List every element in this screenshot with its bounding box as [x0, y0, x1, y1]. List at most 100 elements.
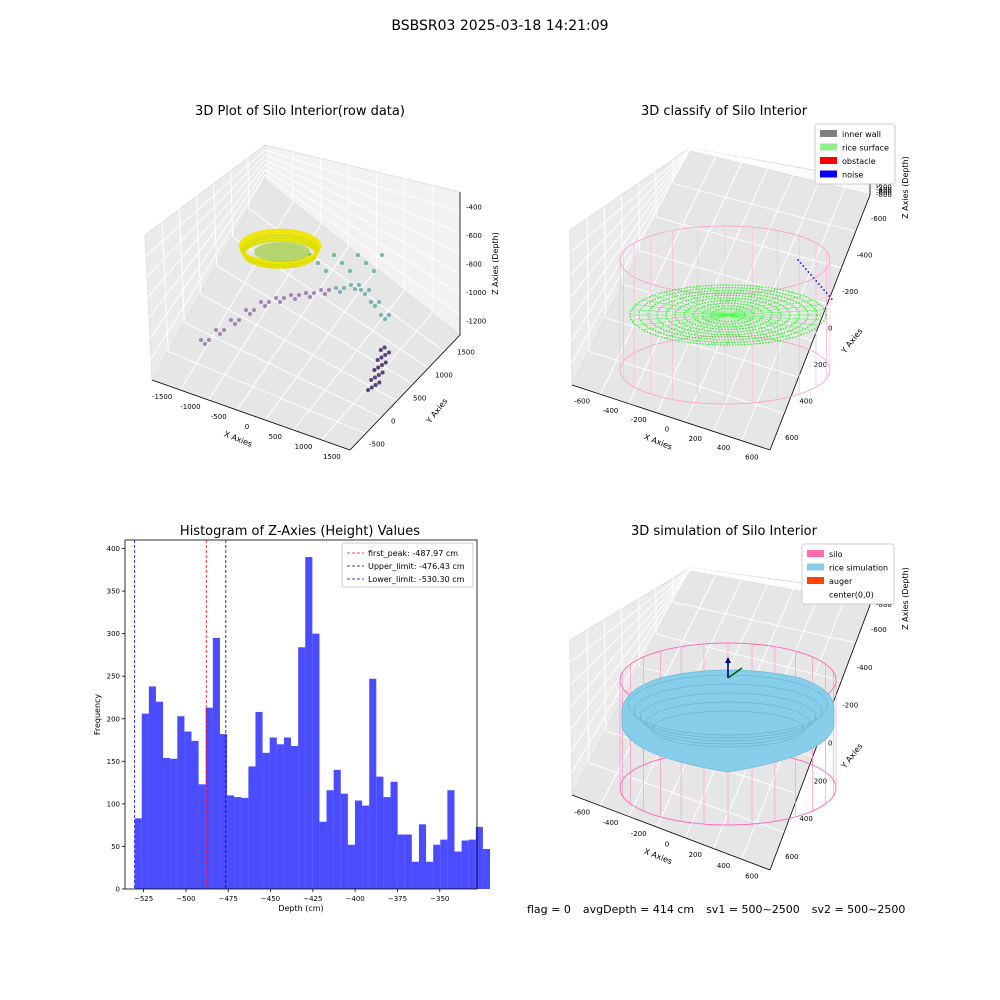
data-point	[378, 348, 383, 352]
grid-line	[230, 170, 234, 238]
rice-simulation-mesh	[633, 683, 823, 739]
noise-point	[825, 292, 828, 294]
x-tick-label: 0	[665, 426, 669, 434]
x-tick-label: 600	[745, 873, 758, 881]
rice-surface-spoke	[727, 288, 778, 316]
rice-surface-spoke	[727, 314, 792, 339]
histogram-bar	[198, 784, 206, 889]
y-tick-label: 1000	[435, 372, 453, 380]
grid-line	[148, 164, 461, 319]
x-tick-label: 0	[665, 841, 669, 849]
x-tick-label: 0	[245, 423, 249, 431]
rice-surface-spoke	[727, 304, 821, 316]
grid-line	[586, 218, 590, 352]
y-axis-line	[769, 194, 871, 451]
data-point	[372, 269, 376, 273]
y-tick-label: 500	[413, 395, 426, 403]
legend: first_peak: -487.97 cm Upper_limit: -476.…	[341, 542, 474, 588]
data-point	[327, 288, 331, 292]
figure-title: BSBSR03 2025-03-18 14:21:09	[391, 18, 609, 34]
legend-swatch	[807, 590, 824, 598]
histogram-bar	[227, 795, 235, 889]
grid-line	[147, 159, 461, 298]
x-axis-label: X Axies	[223, 429, 254, 448]
grid-line	[200, 293, 398, 402]
rice-surface-spoke	[664, 314, 729, 339]
data-point	[199, 338, 203, 342]
data-point	[259, 300, 263, 304]
noise-point	[802, 265, 805, 267]
histogram-bar	[326, 790, 334, 889]
rice-surface-spoke	[727, 295, 804, 316]
histogram-bar	[461, 840, 469, 889]
legend-label: Lower_limit: -530.30 cm	[368, 575, 465, 584]
z-axis-label: Z Axies (Depth)	[491, 232, 500, 295]
histogram-bar	[475, 826, 483, 889]
histogram-bar	[404, 834, 412, 889]
z-tick-label: -1200	[466, 318, 486, 326]
data-point	[267, 300, 271, 304]
histogram-bar	[212, 637, 220, 889]
y-tick-label: -600	[871, 215, 887, 223]
x-tick-label: 400	[717, 862, 730, 870]
grid-line	[145, 149, 461, 257]
y-tick-label: 400	[799, 815, 812, 823]
histogram-bar	[340, 793, 348, 889]
data-point	[369, 385, 374, 390]
x-tick-label: -600	[574, 808, 590, 816]
panel4-chart: -600 -400 -200 0 200 400 600 600 400 200 0 -200 -400…	[569, 543, 910, 881]
x-tick-label: 1000	[295, 443, 313, 451]
x-tick-label: -1000	[180, 403, 200, 411]
bars	[134, 557, 491, 889]
data-point	[379, 313, 383, 317]
auger-arrow-side	[727, 667, 743, 679]
grid-line	[195, 196, 201, 295]
rice-surface-spoke	[635, 314, 729, 326]
y-tick-label: -200	[842, 288, 858, 296]
data-point	[312, 291, 316, 295]
y-tick-label: -400	[857, 664, 873, 672]
x-tick-label: −475	[219, 895, 238, 903]
data-point	[203, 342, 207, 346]
data-point	[369, 300, 373, 304]
legend-label: obstacle	[842, 157, 876, 166]
grid-line	[321, 312, 433, 441]
y-axis-label: Y Axies	[424, 397, 450, 426]
grid-line	[628, 162, 742, 404]
panel2-chart: -600-400-20002004006006004002000-200-400…	[569, 123, 910, 461]
data-point	[377, 380, 382, 385]
data-point	[308, 295, 312, 299]
noise-point	[797, 259, 799, 261]
data-point	[304, 291, 308, 295]
histogram-bar	[276, 744, 284, 889]
histogram-bar	[411, 861, 419, 889]
plot-frame	[124, 539, 478, 890]
grid-line	[167, 350, 366, 435]
noise-point	[817, 283, 820, 285]
data-point	[274, 296, 278, 300]
y-tick-label: 300	[107, 630, 120, 638]
z-tick-label: -600	[876, 188, 892, 196]
grid-line	[161, 222, 169, 352]
data-point	[244, 308, 248, 312]
grid-line	[603, 619, 607, 731]
x-tick-label: 400	[717, 444, 730, 452]
panel3-histogram: −525 −500 −475 −450 −425 −400 −375 −350 0 50 100 15…	[93, 539, 491, 913]
histogram-bar	[440, 839, 448, 889]
x-axis-label: X Axies	[643, 432, 674, 451]
grid-line	[673, 601, 856, 644]
rice-surface-spoke	[727, 286, 762, 316]
grid-line	[741, 188, 845, 441]
x-tick-label: 1500	[323, 453, 341, 461]
legend-swatch	[807, 577, 824, 584]
y-axis-line	[349, 334, 461, 451]
legend-frame	[341, 542, 474, 588]
x-tick-label: 600	[745, 453, 758, 461]
noise-point	[830, 298, 833, 300]
histogram-bar	[219, 734, 228, 889]
legend-swatch	[807, 550, 824, 557]
y-tick-label: 250	[107, 673, 120, 681]
noise-point	[804, 268, 807, 270]
x-tick-label: -200	[631, 830, 647, 838]
x-axis-line	[151, 379, 351, 451]
